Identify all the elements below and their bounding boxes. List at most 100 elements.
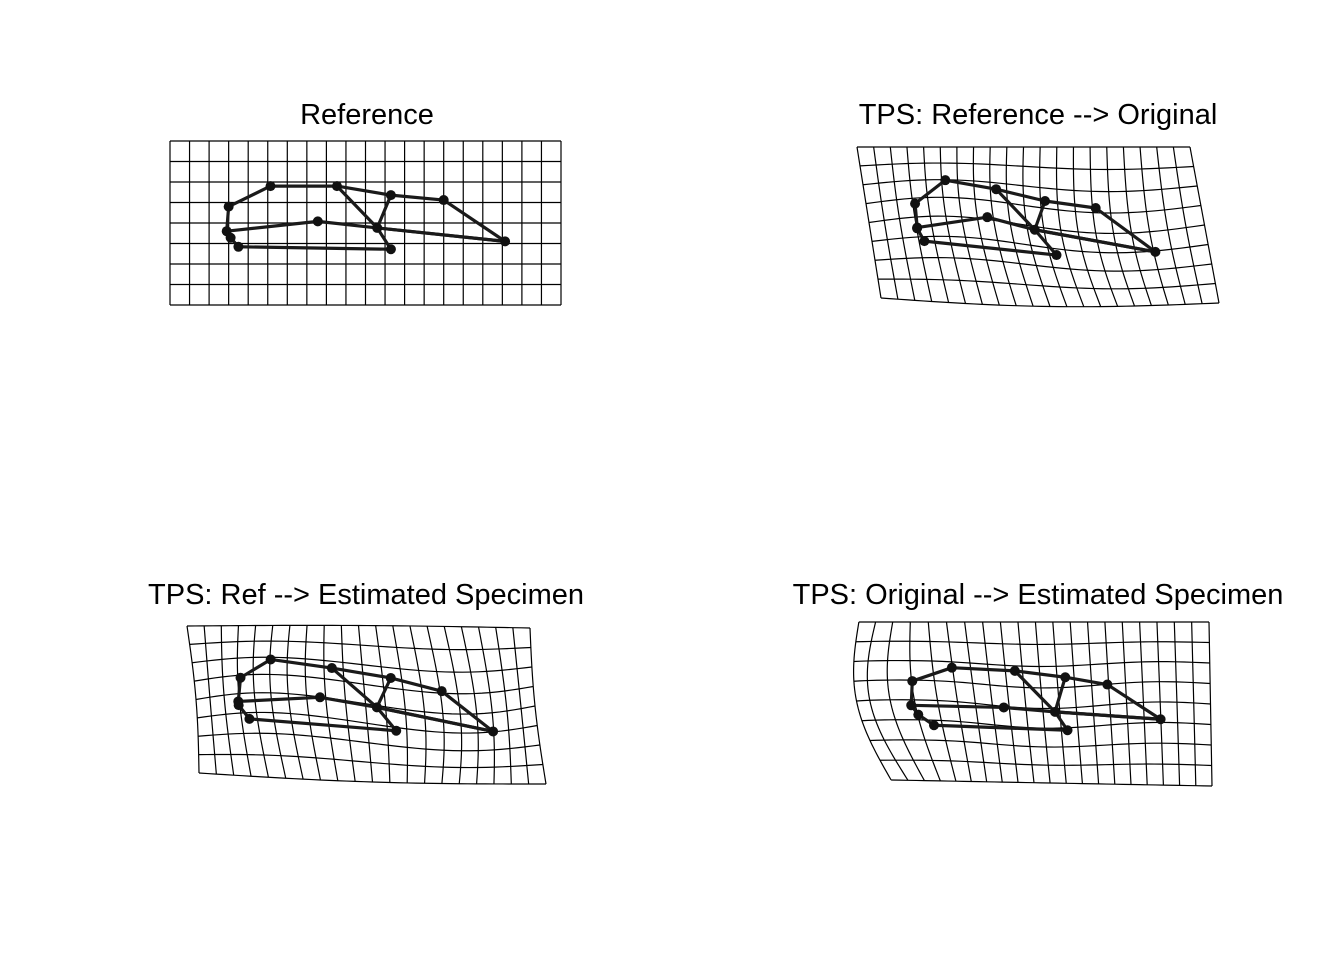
landmark-link bbox=[994, 187, 1047, 203]
landmark-point bbox=[314, 692, 325, 703]
landmark-link bbox=[932, 723, 1070, 732]
deformation-grid-reference bbox=[169, 140, 562, 306]
grid-line-vertical bbox=[460, 626, 479, 784]
landmarks-ref-to-estimated bbox=[233, 654, 499, 737]
landmark-link bbox=[375, 705, 398, 733]
landmark-point bbox=[906, 700, 917, 711]
landmark-point bbox=[991, 184, 1002, 195]
landmark-point bbox=[1060, 672, 1071, 683]
landmark-point bbox=[233, 241, 244, 252]
landmark-point bbox=[235, 672, 246, 683]
grid-line-vertical bbox=[1072, 146, 1102, 307]
landmark-point bbox=[385, 672, 396, 683]
landmark-link bbox=[950, 666, 1017, 673]
landmark-point bbox=[1009, 665, 1020, 676]
landmark-point bbox=[331, 181, 342, 192]
landmark-link bbox=[236, 695, 322, 704]
landmark-links-original-to-estimated bbox=[909, 666, 1163, 732]
grid-line-vertical bbox=[1086, 621, 1100, 784]
landmark-point bbox=[312, 216, 323, 227]
landmark-point bbox=[372, 222, 383, 233]
landmarks-reference-to-original bbox=[910, 175, 1161, 261]
landmark-link bbox=[269, 657, 334, 670]
landmark-point bbox=[1102, 679, 1113, 690]
landmark-link bbox=[330, 666, 393, 680]
grid-line-horizontal bbox=[869, 739, 1212, 748]
landmark-link bbox=[913, 178, 947, 206]
landmark-point bbox=[385, 244, 396, 255]
landmark-link bbox=[247, 717, 398, 733]
landmark-point bbox=[436, 686, 447, 697]
landmark-link bbox=[335, 184, 379, 230]
landmark-link bbox=[1053, 710, 1163, 721]
grid-line-vertical bbox=[203, 625, 217, 775]
landmark-point bbox=[940, 175, 951, 186]
grid-line-vertical bbox=[392, 625, 409, 783]
grid-line-horizontal bbox=[192, 656, 532, 673]
panel-ref-to-estimated: TPS: Ref --> Estimated Specimen bbox=[148, 579, 584, 785]
landmark-point bbox=[244, 713, 255, 724]
landmark-point bbox=[1029, 224, 1040, 235]
panel-title-reference: Reference bbox=[300, 99, 434, 131]
grid-line-vertical bbox=[1069, 621, 1084, 784]
landmark-point bbox=[1090, 202, 1101, 213]
grid-line-horizontal bbox=[874, 256, 1212, 272]
landmark-link bbox=[330, 666, 379, 709]
landmark-point bbox=[928, 720, 939, 731]
grid-line-horizontal bbox=[891, 779, 1213, 787]
grid-line-vertical bbox=[1139, 146, 1169, 306]
landmark-link bbox=[389, 676, 444, 693]
panel-original-to-estimated: TPS: Original --> Estimated Specimen bbox=[793, 579, 1283, 787]
landmark-link bbox=[238, 657, 273, 680]
grid-line-vertical bbox=[1104, 621, 1116, 785]
landmark-point bbox=[265, 181, 276, 192]
landmark-link bbox=[440, 689, 495, 734]
grid-line-vertical bbox=[477, 626, 495, 784]
landmark-point bbox=[946, 662, 957, 673]
landmark-link bbox=[1013, 669, 1067, 679]
landmark-link bbox=[915, 215, 989, 230]
landmark-link bbox=[375, 193, 393, 230]
grid-line-horizontal bbox=[856, 699, 1211, 710]
landmarks-reference bbox=[221, 181, 511, 255]
landmarks-original-to-estimated bbox=[906, 662, 1166, 736]
landmark-point bbox=[385, 190, 396, 201]
grid-line-vertical bbox=[886, 621, 925, 781]
grid-line-vertical bbox=[1191, 621, 1197, 786]
landmark-point bbox=[391, 725, 402, 736]
grid-line-vertical bbox=[1139, 621, 1148, 785]
grid-line-horizontal bbox=[198, 772, 546, 785]
landmark-link bbox=[985, 215, 1037, 232]
landmark-link bbox=[227, 184, 273, 209]
deformation-grid-ref-to-estimated bbox=[186, 624, 547, 785]
landmark-link bbox=[1063, 675, 1109, 687]
landmark-link bbox=[318, 695, 379, 709]
grid-line-horizontal bbox=[855, 640, 1210, 646]
landmark-link bbox=[375, 676, 393, 709]
landmark-point bbox=[910, 198, 921, 209]
grid-line-horizontal bbox=[880, 759, 1212, 767]
landmark-point bbox=[223, 201, 234, 212]
landmark-point bbox=[912, 223, 923, 234]
grid-line-vertical bbox=[1039, 146, 1068, 307]
grid-line-vertical bbox=[1173, 621, 1181, 786]
grid-line-horizontal bbox=[189, 640, 531, 651]
grid-line-horizontal bbox=[853, 659, 1210, 668]
grid-line-vertical bbox=[982, 621, 1003, 783]
grid-line-vertical bbox=[1017, 621, 1035, 783]
landmark-link bbox=[1053, 675, 1067, 714]
landmark-links-ref-to-estimated bbox=[236, 657, 495, 734]
landmark-link bbox=[316, 219, 379, 230]
panel-title-ref-to-estimated: TPS: Ref --> Estimated Specimen bbox=[148, 579, 584, 611]
landmark-link bbox=[1013, 669, 1057, 714]
landmark-link bbox=[1033, 228, 1059, 257]
grid-line-horizontal bbox=[865, 196, 1201, 214]
landmark-point bbox=[233, 700, 244, 711]
grid-line-vertical bbox=[323, 625, 339, 781]
landmark-point bbox=[919, 236, 930, 247]
grid-line-vertical bbox=[1089, 146, 1119, 307]
landmark-point bbox=[326, 663, 337, 674]
deformation-grid-original-to-estimated bbox=[852, 621, 1213, 787]
landmark-link bbox=[1105, 682, 1163, 721]
